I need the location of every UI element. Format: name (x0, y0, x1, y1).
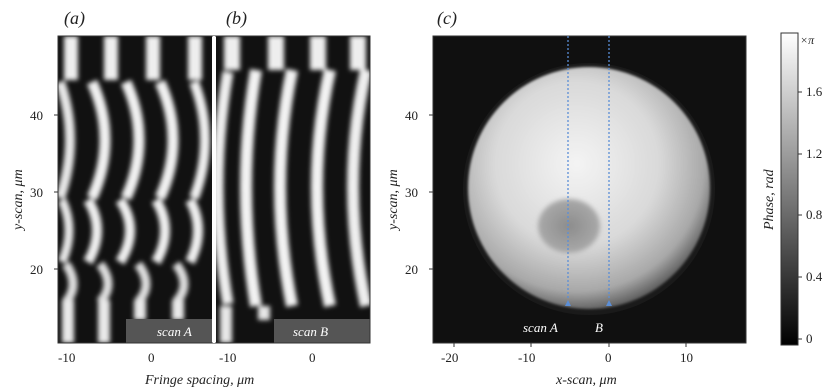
fringe-x-ticks: -10 0 -10 0 (58, 350, 316, 365)
scan-a-c-label: scan A (523, 320, 558, 335)
panel-c-label: (c) (437, 8, 457, 29)
y-ticks-left: 40 30 20 (30, 108, 58, 277)
colorbar: ×π 1.6 1.2 0.8 0.4 0 (780, 32, 823, 346)
y-ticks-c: 40 30 20 (405, 108, 433, 277)
scan-b-arrow-icon (606, 300, 612, 306)
panel-c-frame (432, 35, 747, 344)
x-tick-b-minus10: -10 (219, 350, 236, 365)
panel-b-label: (b) (226, 8, 247, 29)
c-x-label: x-scan, μm (555, 373, 617, 388)
panel-b: scan B (216, 36, 370, 343)
c-y-tick-20: 20 (405, 262, 418, 277)
scan-b-label: scan B (293, 324, 328, 339)
panel-b-fringes (216, 36, 370, 343)
y-tick-30: 30 (30, 185, 43, 200)
c-x-tick-10: 10 (680, 350, 693, 365)
x-tick-a-minus10: -10 (58, 350, 75, 365)
phase-disk (468, 67, 710, 309)
c-x-ticks: -20 -10 0 10 (441, 343, 693, 365)
colorbar-gradient (780, 32, 799, 346)
c-y-tick-30: 30 (405, 185, 418, 200)
fringe-x-label: Fringe spacing, μm (144, 373, 254, 388)
y-tick-40: 40 (30, 108, 43, 123)
panel-a: scan A (58, 36, 212, 343)
c-x-tick-0: 0 (605, 350, 612, 365)
c-x-tick-minus10: -10 (518, 350, 535, 365)
c-x-tick-minus20: -20 (441, 350, 458, 365)
scan-b-c-label: B (595, 320, 603, 335)
cb-tick-0: 0 (806, 331, 813, 346)
panel-c-image (463, 63, 715, 315)
colorbar-unit: ×π (800, 33, 815, 47)
phase-spot (538, 199, 600, 253)
colorbar-label: Phase, rad (762, 168, 777, 231)
x-tick-b-0: 0 (309, 350, 316, 365)
y-tick-20: 20 (30, 262, 43, 277)
cb-tick-0-8: 0.8 (806, 207, 822, 222)
y-axis-label-left: y-scan, μm (11, 169, 26, 232)
scan-a-label: scan A (157, 324, 192, 339)
scan-a-label-box (126, 319, 212, 343)
panel-c: scan A B (432, 35, 747, 344)
panel-a-fringes (58, 36, 210, 343)
scan-b-label-box (274, 319, 370, 343)
cb-tick-0-4: 0.4 (806, 269, 823, 284)
c-y-tick-40: 40 (405, 108, 418, 123)
y-axis-label-c: y-scan, μm (386, 169, 401, 232)
cb-tick-1-2: 1.2 (806, 146, 822, 161)
scan-a-arrow-icon (565, 300, 571, 306)
cb-tick-1-6: 1.6 (806, 84, 823, 99)
x-tick-a-0: 0 (148, 350, 155, 365)
panel-a-label: (a) (64, 8, 85, 29)
